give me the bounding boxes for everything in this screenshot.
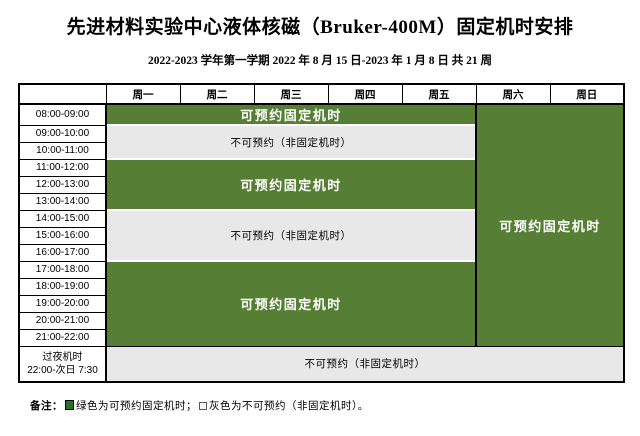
time-slot-cell: 21:00-22:00	[18, 328, 107, 347]
time-slot-cell: 15:00-16:00	[18, 226, 107, 245]
time-slot-cell: 11:00-12:00	[18, 158, 107, 177]
page-title: 先进材料实验中心液体核磁（Bruker-400M）固定机时安排	[66, 17, 574, 38]
page-subtitle: 2022-2023 学年第一学期 2022 年 8 月 15 日-2023 年 …	[147, 55, 493, 67]
day-header-wed: 周三	[253, 83, 329, 105]
day-header-mon: 周一	[105, 83, 181, 105]
overnight-time-cell: 过夜机时 22:00-次日 7:30	[18, 345, 107, 383]
legend-gray-swatch-icon	[199, 402, 207, 410]
day-header-tue: 周二	[179, 83, 255, 105]
time-slot-cell: 09:00-10:00	[18, 124, 107, 143]
legend-green-text: 绿色为可预约固定机时；	[76, 400, 197, 412]
day-header-sat: 周六	[475, 83, 551, 105]
overnight-label-line2: 22:00-次日 7:30	[27, 364, 98, 376]
time-slot-cell: 08:00-09:00	[18, 103, 107, 126]
legend: 备注： 绿色为可预约固定机时； 灰色为不可预约（非固定机时）。	[30, 398, 640, 413]
block-weekday-midday-bookable: 可预约固定机时	[106, 158, 476, 210]
time-slot-cell: 17:00-18:00	[18, 260, 107, 279]
block-weekday-morning-bookable: 可预约固定机时	[106, 104, 476, 125]
time-slot-cell: 18:00-19:00	[18, 277, 107, 296]
day-header-row: 周一 周二 周三 周四 周五 周六 周日	[18, 83, 625, 105]
time-slot-cell: 16:00-17:00	[18, 243, 107, 262]
time-slot-cell: 10:00-11:00	[18, 141, 107, 160]
overnight-label-line1: 过夜机时	[42, 351, 83, 363]
day-header-fri: 周五	[401, 83, 477, 105]
time-slot-cell: 20:00-21:00	[18, 311, 107, 330]
block-weekday-evening-bookable: 可预约固定机时	[106, 260, 476, 347]
legend-prefix: 备注：	[30, 400, 63, 412]
legend-green-swatch-icon	[65, 400, 74, 410]
time-slot-cell: 14:00-15:00	[18, 209, 107, 228]
block-weekend-bookable: 可预约固定机时	[475, 104, 624, 347]
day-header-sun: 周日	[549, 83, 625, 105]
schedule-table: 周一 周二 周三 周四 周五 周六 周日 08:00-09:00 可预约固定机时…	[18, 83, 625, 383]
day-header-thu: 周四	[327, 83, 403, 105]
block-weekday-afternoon-unavailable: 不可预约（非固定机时）	[106, 209, 476, 261]
block-weekday-forenoon-unavailable: 不可预约（非固定机时）	[106, 124, 476, 159]
time-slot-cell: 13:00-14:00	[18, 192, 107, 211]
time-slot-cell: 12:00-13:00	[18, 175, 107, 194]
block-overnight-unavailable: 不可预约（非固定机时）	[106, 345, 624, 382]
legend-gray-text: 灰色为不可预约（非固定机时）。	[209, 400, 369, 412]
time-slot-cell: 19:00-20:00	[18, 294, 107, 313]
corner-cell	[18, 83, 107, 105]
